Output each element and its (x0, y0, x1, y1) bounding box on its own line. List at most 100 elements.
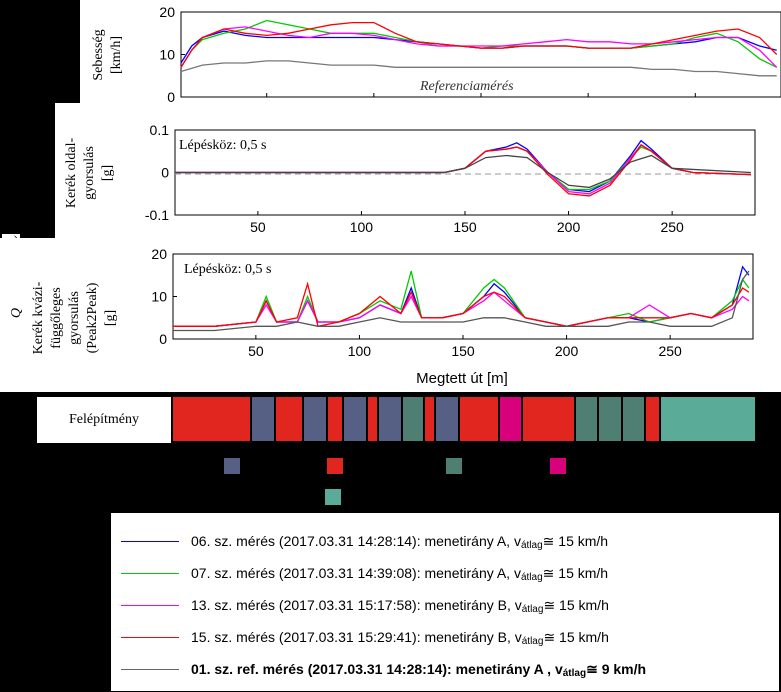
felepitmeny-segment (377, 396, 402, 442)
lateral-xtick-label: 200 (557, 219, 581, 235)
vertical-xtick-label: 100 (348, 343, 372, 359)
legend-text: 01. sz. ref. mérés (2017.03.31 14:28:14)… (191, 661, 563, 677)
legend-subscript: átlag (520, 539, 543, 551)
lateral-ylabel-1: Kerék oldal- (64, 137, 79, 208)
legend: 06. sz. mérés (2017.03.31 14:28:14): men… (110, 512, 780, 692)
lateral-xtick-label: 50 (250, 219, 266, 235)
felepitmeny-segment (598, 396, 622, 442)
vertical-xtick-label: 200 (555, 343, 579, 359)
felepitmeny-segment (275, 396, 303, 442)
felepitmeny-key-swatch (446, 458, 462, 474)
felepitmeny-segment (521, 396, 575, 442)
lateral-series-line-5 (175, 154, 751, 189)
legend-subscript: átlag (520, 571, 543, 583)
lateral-xtick-label: 100 (350, 219, 374, 235)
vertical-ylabel-3: gyorsulás (67, 291, 82, 345)
felepitmeny-segment (621, 396, 646, 442)
vertical-ylabel-5: [g] (103, 310, 118, 326)
felepitmeny-segment (660, 396, 756, 442)
felepitmeny-segment (401, 396, 425, 442)
felepitmeny-segment (367, 396, 378, 442)
felepitmeny-segment (574, 396, 599, 442)
vertical-ytick-label: 10 (151, 289, 167, 305)
vertical-xtick-label: 50 (248, 343, 264, 359)
legend-subscript: átlag (521, 603, 544, 615)
vertical-panel: Q Kerék kvázi- függőleges gyorsulás (Pea… (0, 238, 781, 392)
lateral-ytick-label: -0.1 (145, 207, 169, 223)
legend-text: 06. sz. mérés (2017.03.31 14:28:14): men… (191, 533, 521, 549)
vertical-symbol: Q (9, 308, 24, 318)
speed-series-line-4 (180, 21, 778, 68)
speed-ytick-label: 0 (167, 89, 175, 105)
felepitmeny-segment (645, 396, 661, 442)
vertical-ylabel-2: függőleges (49, 287, 64, 348)
lateral-ytick-label: 0.1 (150, 122, 170, 138)
lateral-chart: Kerék oldal- gyorsulás [g] 50 100 150 200 25… (64, 122, 756, 235)
lateral-step-annotation: Lépésköz: 0,5 s (179, 138, 266, 153)
vertical-ylabel-1: Kerék kvázi- (31, 281, 46, 354)
vertical-ylabel-4: (Peak2Peak) (85, 282, 100, 353)
legend-tail: ≅ 15 km/h (543, 628, 609, 645)
x-axis-label: Megtett út [m] (416, 370, 508, 387)
vertical-xtick-label: 150 (451, 343, 475, 359)
felepitmeny-segment (172, 396, 252, 442)
felepitmeny-label: Felépítmény (37, 397, 171, 443)
lateral-ytick-label: 0 (161, 165, 169, 181)
legend-line-swatch (121, 636, 179, 638)
felepitmeny-segment (343, 396, 368, 442)
legend-entry: 06. sz. mérés (2017.03.31 14:28:14): men… (121, 529, 608, 553)
speed-ylabel-2: [km/h] (109, 36, 124, 74)
legend-line-swatch (121, 604, 179, 606)
legend-entry: 15. sz. mérés (2017.03.31 15:29:41): men… (121, 625, 609, 649)
reference-annotation: Referenciamérés (419, 79, 514, 94)
felepitmeny-key-swatch (325, 489, 341, 505)
speed-series-line-3 (180, 26, 778, 68)
legend-text: 15. sz. mérés (2017.03.31 15:29:41): men… (191, 629, 522, 645)
speed-ytick-label: 20 (159, 4, 175, 20)
felepitmeny-key-swatch (224, 458, 240, 474)
felepitmeny-key-swatch (550, 458, 566, 474)
legend-entry: 07. sz. mérés (2017.03.31 14:39:08): men… (121, 561, 608, 585)
legend-entry: 01. sz. ref. mérés (2017.03.31 14:28:14)… (121, 657, 646, 681)
legend-subscript: átlag (521, 635, 544, 647)
vertical-series-line-5 (173, 270, 750, 332)
legend-entry: 13. sz. mérés (2017.03.31 15:17:58): men… (121, 593, 609, 617)
legend-text: 07. sz. mérés (2017.03.31 14:39:08): men… (191, 565, 521, 581)
lateral-ylabel-2: gyorsulás (82, 146, 97, 200)
vertical-step-annotation: Lépésköz: 0,5 s (184, 262, 271, 277)
vertical-ytick-label: 20 (151, 246, 167, 262)
legend-text: 13. sz. mérés (2017.03.31 15:17:58): men… (191, 597, 522, 613)
lateral-xtick-label: 150 (453, 219, 477, 235)
felepitmeny-segment (424, 396, 435, 442)
speed-plot-frame (180, 11, 781, 98)
lateral-ylabel-3: [g] (100, 165, 115, 181)
felepitmeny-segment (327, 396, 344, 442)
legend-line-swatch (121, 668, 179, 670)
legend-line-swatch (121, 540, 179, 542)
felepitmeny-segment (251, 396, 276, 442)
lateral-xtick-label: 250 (660, 219, 684, 235)
legend-tail: ≅ 15 km/h (543, 596, 609, 613)
legend-tail: ≅ 9 km/h (586, 660, 647, 677)
legend-tail: ≅ 15 km/h (542, 532, 609, 549)
vertical-plot-frame (172, 253, 754, 340)
legend-line-swatch (121, 572, 179, 574)
speed-ytick-label: 10 (159, 47, 175, 63)
felepitmeny-key-swatch (327, 458, 343, 474)
vertical-ytick-label: 0 (159, 331, 167, 347)
vertical-chart: Q Kerék kvázi- függőleges gyorsulás (Pea… (9, 246, 754, 387)
legend-subscript: átlag (562, 667, 587, 679)
felepitmeny-segment (302, 396, 328, 442)
felepitmeny-segment (458, 396, 500, 442)
vertical-series-line-4 (173, 281, 750, 328)
vertical-xtick-label: 250 (658, 343, 682, 359)
legend-tail: ≅ 15 km/h (542, 564, 609, 581)
felepitmeny-segment (434, 396, 459, 442)
speed-series-line-5 (180, 60, 777, 77)
felepitmeny-segment (499, 396, 522, 442)
vertical-series-line-3 (173, 291, 750, 327)
lateral-panel: Kerék oldal- gyorsulás [g] 50 100 150 200 25… (55, 103, 781, 240)
speed-ylabel-1: Sebesség (91, 29, 106, 80)
